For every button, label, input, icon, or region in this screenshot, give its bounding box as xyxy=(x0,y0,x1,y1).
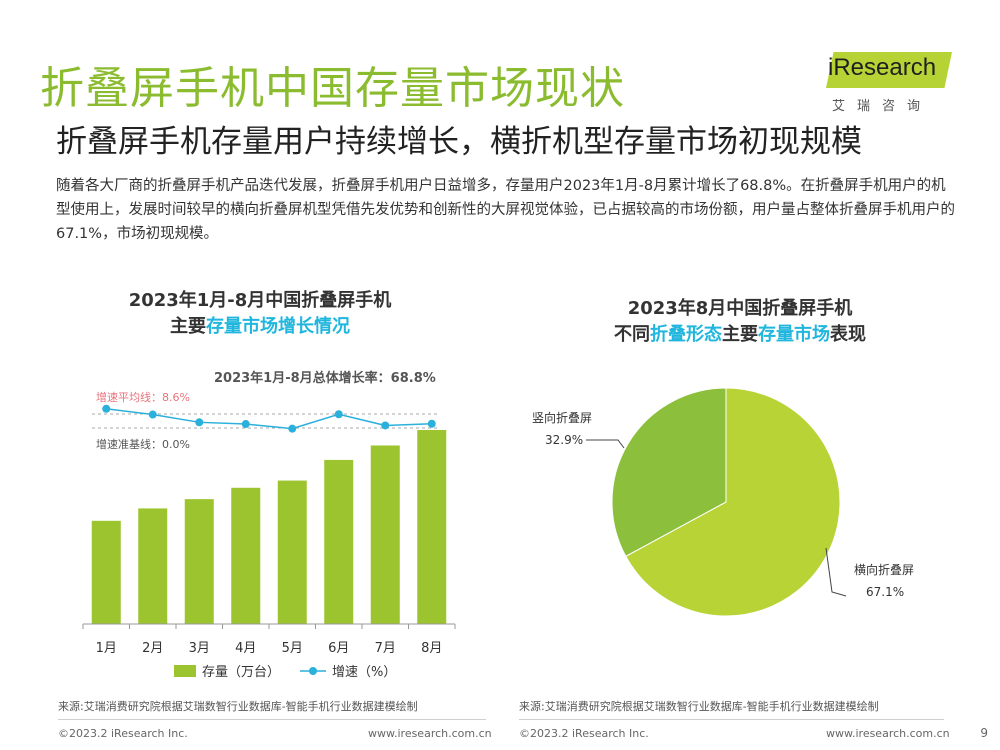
bar-4 xyxy=(231,487,261,624)
right-title-part-e: 表现 xyxy=(830,324,866,345)
page-title: 折叠屏手机中国存量市场现状 xyxy=(40,63,625,114)
pie-slice-2 xyxy=(611,387,727,557)
leader-line-horizontal xyxy=(825,547,847,597)
x-tick-label: 7月 xyxy=(375,641,396,656)
right-title-part-b: 折叠形态 xyxy=(650,324,722,345)
growth-point-1 xyxy=(102,404,111,413)
x-tick-label: 5月 xyxy=(282,641,303,656)
growth-point-6 xyxy=(334,410,343,419)
bar-5 xyxy=(277,480,307,624)
left-footer-divider xyxy=(58,719,486,720)
right-website: www.iresearch.com.cn xyxy=(826,727,950,740)
left-title-part-b: 存量市场增长情况 xyxy=(206,316,350,337)
x-tick-label: 3月 xyxy=(189,641,210,656)
bar-2 xyxy=(138,508,168,624)
left-chart-title-line1: 2023年1月-8月中国折叠屏手机 xyxy=(128,290,392,311)
left-chart-title: 2023年1月-8月中国折叠屏手机 主要存量市场增长情况 xyxy=(60,288,460,340)
leader-line-vertical xyxy=(586,439,625,449)
growth-point-5 xyxy=(288,424,297,433)
right-title-part-a: 不同 xyxy=(614,324,650,345)
right-title-part-c: 主要 xyxy=(722,324,758,345)
right-title-part-d: 存量市场 xyxy=(758,324,830,345)
left-website: www.iresearch.com.cn xyxy=(368,727,492,740)
right-copyright: ©2023.2 iResearch Inc. xyxy=(519,727,649,740)
right-source: 来源:艾瑞消费研究院根据艾瑞数智行业数据库-智能手机行业数据建模绘制 xyxy=(519,700,879,713)
bar-8 xyxy=(417,430,447,624)
bar-1 xyxy=(91,520,121,624)
pie-label-vertical: 竖向折叠屏 xyxy=(532,411,593,425)
bar-3 xyxy=(184,499,214,624)
logo-text: iResearch xyxy=(828,54,937,81)
growth-line xyxy=(106,408,432,430)
overall-growth-note: 2023年1月-8月总体增长率：68.8% xyxy=(214,371,436,386)
right-chart-title-line1: 2023年8月中国折叠屏手机 xyxy=(627,298,853,319)
pie-value-horizontal: 67.1% xyxy=(866,585,905,599)
x-tick-label: 1月 xyxy=(96,641,117,656)
bar-6 xyxy=(324,459,354,624)
legend-line-marker xyxy=(309,667,317,675)
pie-slice-1 xyxy=(625,387,841,617)
left-title-part-a: 主要 xyxy=(170,316,206,337)
left-source: 来源:艾瑞消费研究院根据艾瑞数智行业数据库-智能手机行业数据建模绘制 xyxy=(58,700,418,713)
page-number: 9 xyxy=(980,726,988,740)
growth-point-7 xyxy=(381,421,390,430)
right-chart-title: 2023年8月中国折叠屏手机 不同折叠形态主要存量市场表现 xyxy=(530,296,950,348)
bar-7 xyxy=(370,445,400,624)
legend-bar-swatch xyxy=(174,665,196,677)
x-tick-label: 4月 xyxy=(235,641,256,656)
legend-bar-label: 存量（万台） xyxy=(202,665,280,680)
x-tick-label: 8月 xyxy=(421,641,442,656)
growth-point-4 xyxy=(241,420,250,429)
base-line-label: 增速准基线：0.0% xyxy=(96,438,190,451)
legend-line-label: 增速（%） xyxy=(332,665,396,680)
logo-band xyxy=(826,52,952,88)
iresearch-logo: iResearch 艾瑞咨询 xyxy=(826,52,952,114)
logo-subtext: 艾瑞咨询 xyxy=(832,99,933,114)
left-copyright: ©2023.2 iResearch Inc. xyxy=(58,727,188,740)
x-tick-label: 2月 xyxy=(142,641,163,656)
growth-point-3 xyxy=(195,418,204,427)
page-subtitle: 折叠屏手机存量用户持续增长，横折机型存量市场初现规模 xyxy=(56,124,862,160)
pie-value-vertical: 32.9% xyxy=(545,433,584,447)
x-tick-label: 6月 xyxy=(328,641,349,656)
growth-point-8 xyxy=(427,419,436,428)
left-chart-title-line2: 主要存量市场增长情况 xyxy=(60,314,460,340)
right-chart-title-line2: 不同折叠形态主要存量市场表现 xyxy=(530,322,950,348)
page-description: 随着各大厂商的折叠屏手机产品迭代发展，折叠屏手机用户日益增多，存量用户2023年… xyxy=(56,178,955,242)
pie-label-horizontal: 横向折叠屏 xyxy=(854,563,915,577)
right-footer-divider xyxy=(519,719,944,720)
growth-point-2 xyxy=(148,410,157,419)
avg-line-label: 增速平均线：8.6% xyxy=(96,391,190,404)
